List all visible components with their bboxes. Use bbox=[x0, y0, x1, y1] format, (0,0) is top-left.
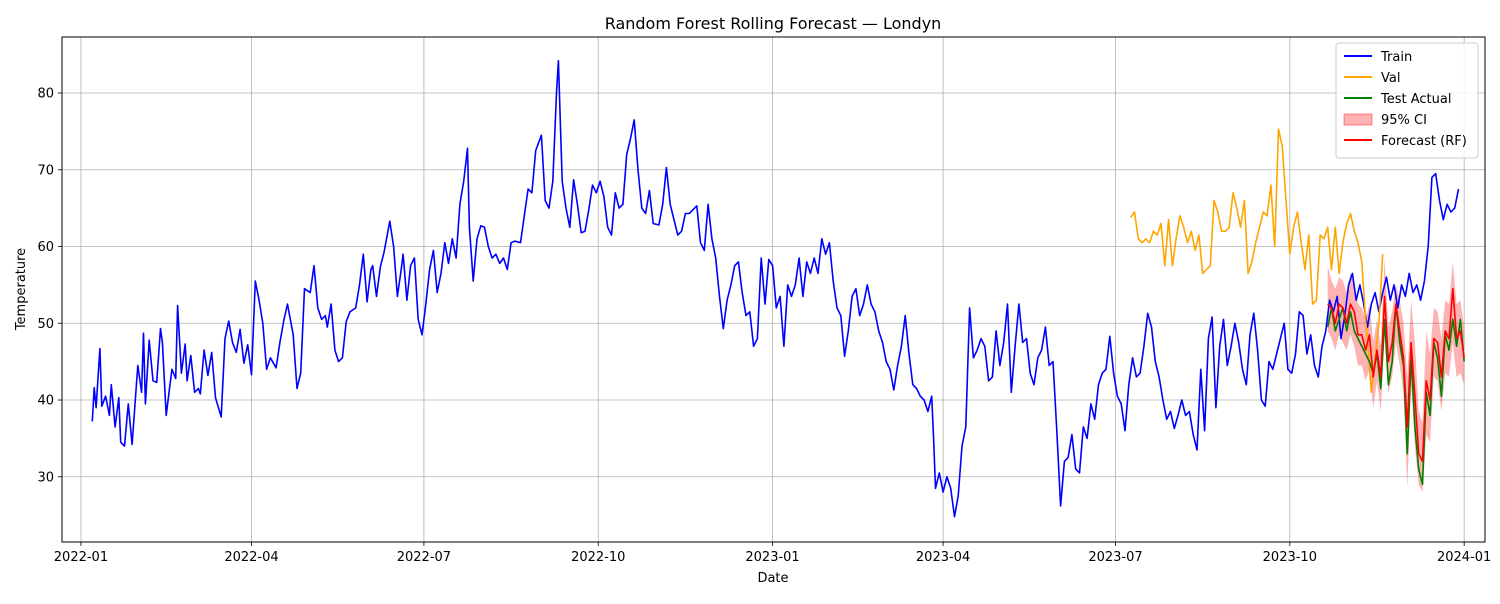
legend-label: Train bbox=[1380, 50, 1412, 65]
chart-title: Random Forest Rolling Forecast — Londyn bbox=[605, 14, 942, 33]
x-tick-label: 2023-01 bbox=[745, 550, 799, 565]
y-tick-label: 70 bbox=[37, 163, 54, 178]
x-tick-label: 2022-10 bbox=[571, 550, 625, 565]
series-layer bbox=[91, 59, 1465, 518]
x-tick-label: 2022-01 bbox=[54, 550, 108, 565]
legend-label: Val bbox=[1381, 71, 1400, 86]
y-tick-label: 80 bbox=[37, 87, 54, 102]
x-tick-label: 2023-10 bbox=[1263, 550, 1317, 565]
legend: Train Val Test Actual 95% CI Forecast (RF) bbox=[1335, 42, 1479, 159]
x-tick-label: 2022-04 bbox=[224, 550, 278, 565]
x-axis-label: Date bbox=[757, 571, 788, 586]
y-tick-label: 50 bbox=[37, 317, 54, 332]
legend-box bbox=[1335, 42, 1479, 159]
y-axis-label: Temperature bbox=[14, 248, 29, 331]
series-line-val bbox=[1130, 128, 1384, 394]
confidence-band-95-ci bbox=[1327, 258, 1465, 493]
x-tick-label: 2024-01 bbox=[1437, 550, 1491, 565]
x-axis: 2022-01 2022-04 2022-07 2022-10 2023-01 2023-… bbox=[54, 542, 1491, 565]
x-tick-label: 2023-04 bbox=[916, 550, 970, 565]
legend-label: Forecast (RF) bbox=[1381, 134, 1467, 149]
legend-label: 95% CI bbox=[1381, 113, 1427, 128]
legend-label: Test Actual bbox=[1380, 92, 1451, 107]
y-axis: 30 40 50 60 70 80 bbox=[37, 87, 62, 485]
grid bbox=[62, 37, 1485, 542]
x-tick-label: 2022-07 bbox=[397, 550, 451, 565]
y-tick-label: 60 bbox=[37, 240, 54, 255]
y-tick-label: 30 bbox=[37, 470, 54, 485]
y-tick-label: 40 bbox=[37, 394, 54, 409]
legend-swatch bbox=[1343, 113, 1373, 126]
x-tick-label: 2023-07 bbox=[1088, 550, 1142, 565]
confidence-band-layer bbox=[1327, 258, 1465, 493]
series-line-train bbox=[91, 59, 1460, 518]
plot-frame bbox=[61, 36, 1486, 543]
series-line-forecast-rf bbox=[1327, 287, 1465, 463]
plot-background bbox=[62, 37, 1485, 542]
